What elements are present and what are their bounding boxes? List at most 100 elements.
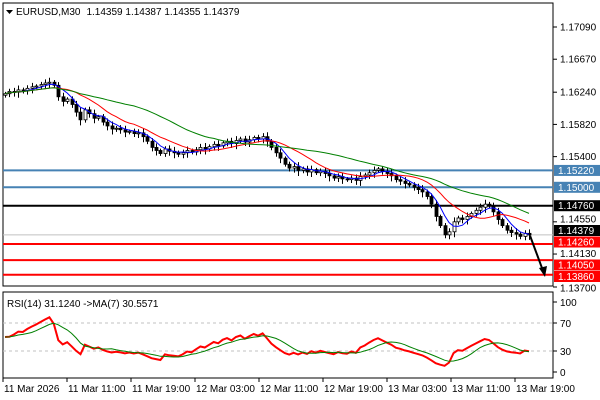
last-price-label: 1.14379 xyxy=(558,226,595,237)
candle-body xyxy=(127,130,132,133)
level-price-label: 1.15220 xyxy=(558,166,595,177)
symbol-label: EURUSD,M30 xyxy=(16,7,81,18)
candle-body xyxy=(509,229,514,233)
candle-body xyxy=(416,186,421,191)
candle-body xyxy=(465,216,470,220)
candle-body xyxy=(216,143,221,147)
candle-body xyxy=(163,148,168,154)
candle-body xyxy=(394,175,399,181)
rsi-panel-frame xyxy=(2,291,554,379)
level-price-label: 1.15000 xyxy=(558,183,595,194)
candle-body xyxy=(269,140,274,148)
candle-body xyxy=(301,168,306,171)
candle-body xyxy=(83,109,88,121)
y-tick-label: 1.15820 xyxy=(560,120,597,131)
candle-body xyxy=(354,177,359,181)
candle-body xyxy=(118,127,123,131)
candle-body xyxy=(47,81,52,84)
candle-body xyxy=(460,217,465,220)
rsi-tick-label: 100 xyxy=(560,298,577,309)
candle-body xyxy=(376,168,381,171)
candle-body xyxy=(256,137,261,140)
level-price-label: 1.14050 xyxy=(558,261,595,272)
arrow-down-icon xyxy=(529,235,545,273)
candle-body xyxy=(145,136,150,142)
x-tick-label: 11 Mar 2026 xyxy=(4,384,60,395)
candle-body xyxy=(380,168,385,172)
last-price-label-box xyxy=(554,225,600,236)
rsi-ma-line xyxy=(4,322,530,362)
candle-body xyxy=(150,140,155,148)
candle-body xyxy=(452,221,457,233)
candle-body xyxy=(398,179,403,182)
level-price-label-box xyxy=(554,200,600,212)
ohlc-label: 1.14359 1.14387 1.14355 1.14379 xyxy=(86,7,239,18)
candle-body xyxy=(487,203,492,207)
candle-body xyxy=(278,152,283,159)
candle-body xyxy=(403,180,408,184)
candle-body xyxy=(56,84,61,98)
candle-body xyxy=(332,175,337,179)
y-tick-label: 1.14550 xyxy=(560,215,597,226)
candle-body xyxy=(420,189,425,193)
candle-body xyxy=(21,89,26,92)
candle-body xyxy=(114,127,119,130)
candle-body xyxy=(514,232,519,235)
candle-body xyxy=(78,111,83,121)
main-panel-frame xyxy=(2,2,554,287)
candle-body xyxy=(30,86,35,89)
candle-body xyxy=(43,82,48,85)
y-tick-label: 1.16240 xyxy=(560,88,597,99)
level-price-label: 1.14760 xyxy=(558,201,595,212)
level-price-label-box xyxy=(554,181,600,193)
triangle-down-icon[interactable] xyxy=(6,10,13,14)
candle-body xyxy=(110,125,115,130)
candle-body xyxy=(296,166,301,171)
x-tick-label: 12 Mar 03:00 xyxy=(196,384,255,395)
rsi-tick-label: 0 xyxy=(560,368,566,379)
candle-body xyxy=(39,84,44,87)
candle-body xyxy=(367,172,372,176)
candle-body xyxy=(65,98,70,102)
candle-body xyxy=(154,147,159,151)
candle-body xyxy=(34,85,39,88)
level-price-label-box xyxy=(554,259,600,271)
candle-body xyxy=(425,191,430,197)
candle-body xyxy=(345,178,350,181)
candle-body xyxy=(447,231,452,236)
candle-body xyxy=(274,147,279,154)
candle-body xyxy=(243,138,248,143)
candle-body xyxy=(336,176,341,179)
level-price-label-box xyxy=(554,236,600,248)
candle-body xyxy=(407,183,412,186)
y-tick-label: 1.16670 xyxy=(560,55,597,66)
candle-body xyxy=(478,206,483,211)
candle-body xyxy=(74,104,79,113)
candle-body xyxy=(496,211,501,220)
candle-body xyxy=(292,166,297,169)
candle-body xyxy=(456,217,461,223)
y-tick-label: 1.15400 xyxy=(560,152,597,163)
moving-average-line xyxy=(4,87,530,214)
candle-body xyxy=(434,203,439,217)
candle-body xyxy=(203,147,208,150)
candle-body xyxy=(518,233,523,237)
moving-average-line xyxy=(4,83,530,235)
x-tick-label: 11 Mar 11:00 xyxy=(68,384,126,395)
x-tick-label: 13 Mar 19:00 xyxy=(516,384,575,395)
rsi-line xyxy=(4,316,530,367)
candle-body xyxy=(238,138,243,141)
candle-body xyxy=(412,184,417,188)
x-tick-label: 12 Mar 19:00 xyxy=(324,384,383,395)
candle-body xyxy=(61,96,66,102)
y-tick-label: 1.13700 xyxy=(560,284,597,295)
x-tick-label: 11 Mar 19:00 xyxy=(132,384,191,395)
candle-body xyxy=(136,132,141,135)
candle-body xyxy=(438,216,443,227)
moving-average-line xyxy=(4,87,530,224)
level-price-label: 1.13860 xyxy=(558,272,595,283)
arrow-head-icon xyxy=(539,266,547,278)
y-tick-label: 1.14130 xyxy=(560,249,597,260)
level-price-label-box xyxy=(554,164,600,176)
